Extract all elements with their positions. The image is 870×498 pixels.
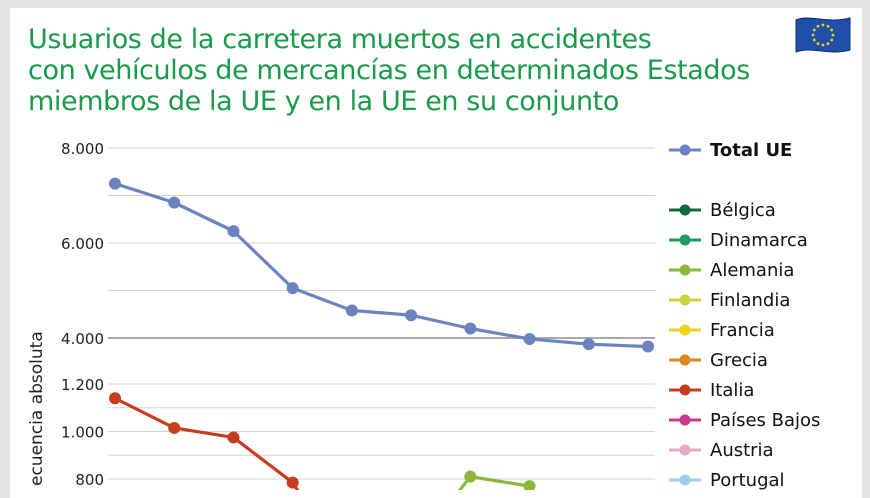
legend-marker-icon (669, 264, 701, 276)
y-tick-label: 1.200 (61, 376, 104, 394)
flag-star (811, 33, 815, 37)
data-point (286, 476, 299, 489)
y-tick-label: 800 (75, 471, 104, 489)
legend-marker-icon (669, 474, 701, 486)
data-point (286, 282, 299, 295)
legend-marker-icon (669, 324, 701, 336)
legend-item: Países Bajos (668, 408, 820, 432)
legend-label: Italia (710, 379, 755, 401)
legend-label: Portugal (710, 469, 785, 491)
data-point (523, 332, 536, 345)
flag-star (812, 28, 816, 32)
chart-title: Usuarios de la carretera muertos en acci… (28, 24, 768, 117)
legend-marker-icon (669, 384, 701, 396)
data-point (168, 196, 181, 209)
legend-item: Italia (668, 378, 754, 402)
eu-flag-icon (795, 17, 851, 53)
y-tick-label: 8.000 (61, 140, 104, 158)
legend-marker-icon (669, 444, 701, 456)
data-point (405, 309, 418, 322)
flag-star (826, 42, 830, 46)
data-point (227, 431, 240, 444)
flag-star (830, 38, 834, 42)
data-point (464, 470, 477, 483)
data-point (345, 304, 358, 317)
flag-star (816, 24, 820, 28)
legend-label: Total UE (710, 139, 793, 161)
series-line (114, 182, 649, 349)
y-tick-label: 1.000 (61, 424, 104, 442)
data-point (582, 338, 595, 351)
title-line-3: miembros de la UE y en la UE en su conju… (28, 86, 619, 117)
legend-item: Bélgica (668, 198, 776, 222)
data-point (109, 392, 121, 405)
legend-marker-icon (669, 354, 701, 366)
series-line (470, 475, 530, 488)
legend-label: Austria (710, 439, 774, 461)
flag-star (812, 38, 816, 42)
legend-marker-icon (669, 204, 701, 216)
legend-label: Bélgica (710, 199, 776, 221)
legend-item: Finlandia (668, 288, 790, 312)
legend-label: Alemania (710, 259, 795, 281)
legend-marker-icon (669, 294, 701, 306)
data-point (464, 322, 477, 335)
legend-item: Alemania (668, 258, 794, 282)
flag-star (821, 23, 825, 27)
flag-star (831, 33, 835, 37)
legend-label: Finlandia (710, 289, 791, 311)
y-tick-label: 4.000 (61, 330, 104, 348)
legend-marker-icon (669, 414, 701, 426)
legend-marker-icon (669, 234, 701, 246)
legend-item: Francia (668, 318, 775, 342)
series-line (114, 396, 294, 484)
data-point (227, 225, 240, 238)
legend-item: Dinamarca (668, 228, 808, 252)
data-point (109, 177, 121, 190)
title-line-2: con vehículos de mercancías en determina… (28, 55, 750, 86)
y-axis-label: ecuencia absoluta (27, 331, 47, 486)
data-point (168, 421, 181, 434)
flag-star (830, 28, 834, 32)
legend-item: Grecia (668, 348, 768, 372)
title-line-1: Usuarios de la carretera muertos en acci… (28, 24, 652, 55)
data-point (642, 340, 654, 353)
legend-label: Dinamarca (710, 229, 808, 251)
legend-label: Grecia (710, 349, 768, 371)
flag-star (826, 24, 830, 28)
legend-item: Austria (668, 438, 774, 462)
legend-item: Total UE (668, 138, 792, 162)
flag-star (821, 43, 825, 47)
y-tick-label: 6.000 (61, 235, 104, 253)
legend-item: Portugal (668, 468, 785, 492)
flag-star (816, 42, 820, 46)
data-point (523, 480, 536, 490)
legend-label: Países Bajos (710, 409, 821, 431)
legend-marker-icon (669, 144, 701, 156)
legend-label: Francia (710, 319, 775, 341)
